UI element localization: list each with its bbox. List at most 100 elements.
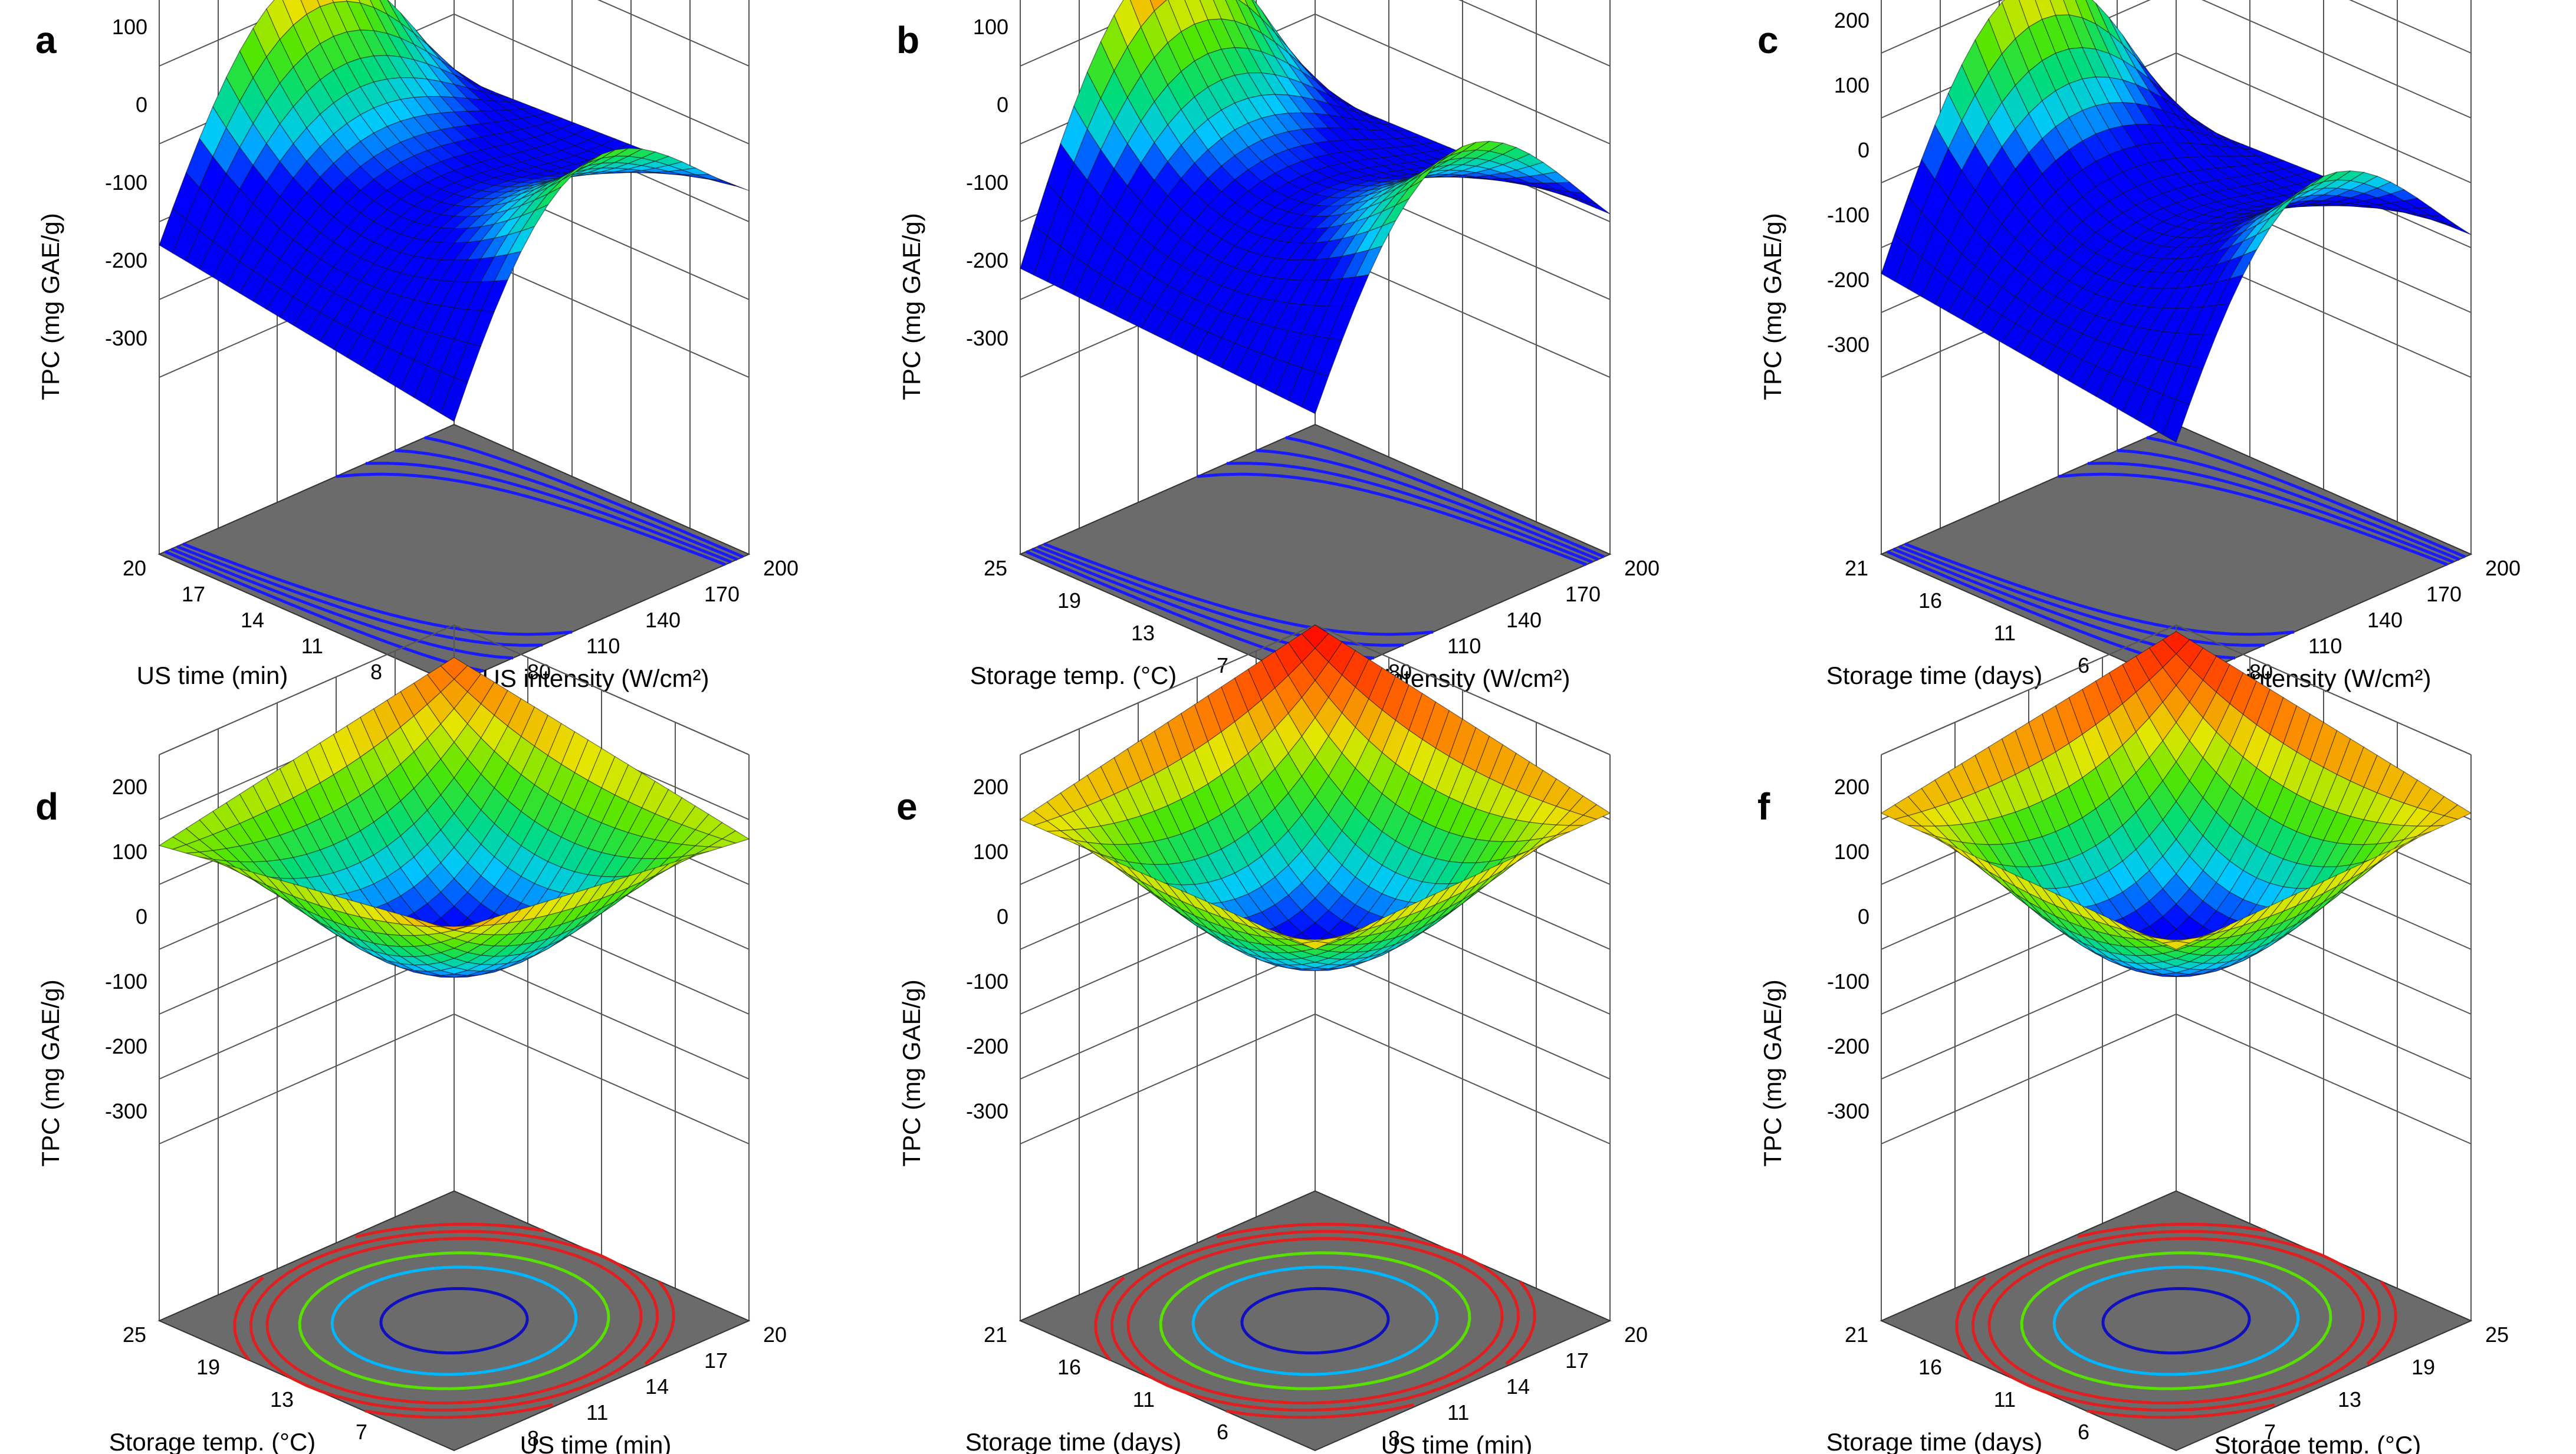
z-tick-label: -200 [966, 1034, 1008, 1058]
y-axis-label: Storage time (days) [1826, 662, 2042, 689]
panel-a-contour-floor [157, 423, 751, 685]
x-tick-label: 25 [2485, 1323, 2509, 1347]
x-tick-label: 140 [645, 608, 681, 632]
contour-line [298, 1251, 610, 1390]
y-tick-label: 21 [1845, 1323, 1868, 1347]
contour-line [1110, 1229, 1520, 1412]
contour-line [170, 547, 514, 660]
y-axis-label: Storage temp. (°C) [109, 1428, 316, 1454]
z-tick-label: -200 [1827, 268, 1869, 292]
x-tick-label: 1 [2190, 1452, 2202, 1454]
z-axis-label: TPC (mg GAE/g) [898, 979, 925, 1166]
y-tick-label: 11 [1994, 1387, 2016, 1412]
y-tick-label: 1 [1290, 1452, 1302, 1454]
contour-line [1904, 542, 2295, 636]
x-tick-label: 8 [1388, 1426, 1400, 1450]
y-tick-label: 25 [984, 556, 1007, 580]
y-tick-label: 11 [301, 634, 323, 658]
y-tick-label: 14 [241, 608, 264, 632]
z-tick-label: -300 [1827, 1099, 1869, 1123]
panel-e-contour-floor [1018, 1190, 1612, 1452]
y-axis-label: Storage time (days) [965, 1428, 1181, 1454]
contour-line [165, 550, 484, 673]
x-tick-label: 140 [1506, 608, 1542, 632]
z-tick-label: -100 [966, 170, 1008, 195]
contour-line [176, 545, 543, 647]
panel-letter: d [35, 785, 58, 828]
z-tick-label: 100 [112, 15, 147, 39]
contour-line [379, 1287, 529, 1355]
panel-letter: b [896, 19, 919, 61]
z-tick-label: 100 [112, 840, 147, 864]
panel-f-surface [1880, 631, 2472, 978]
z-tick-label: -300 [1827, 333, 1869, 357]
z-axis-label: TPC (mg GAE/g) [37, 213, 64, 400]
z-tick-label: -100 [105, 969, 147, 994]
x-tick-label: 17 [1565, 1348, 1589, 1373]
z-axis-label: TPC (mg GAE/g) [898, 213, 925, 400]
contour-line [2146, 436, 2466, 558]
y-tick-label: 13 [270, 1387, 294, 1412]
contour-line [1955, 1276, 1986, 1361]
y-axis-label: Storage time (days) [1826, 1428, 2042, 1454]
contour-line [2087, 462, 2454, 564]
contour-line [1971, 1229, 2381, 1412]
x-tick-label: 110 [1447, 634, 1481, 658]
y-axis-label: US time (min) [137, 662, 288, 689]
x-tick-label: 19 [2411, 1355, 2435, 1379]
panel-d: 2001000-100-200-300581114172017131925US … [35, 624, 787, 1454]
panel-a-surface [159, 0, 750, 422]
x-tick-label: 8 [527, 1426, 539, 1450]
contour-line [395, 449, 738, 561]
x-axis-label: Storage temp. (°C) [2214, 1431, 2421, 1454]
y-tick-label: 6 [2078, 1420, 2089, 1444]
panel-f: 2001000-100-200-3001713192516111621Stora… [1757, 624, 2509, 1454]
z-tick-label: 0 [997, 904, 1008, 929]
z-axis-label: TPC (mg GAE/g) [1759, 979, 1786, 1166]
x-axis-label: US time (min) [1381, 1431, 1533, 1454]
contour-line [365, 462, 732, 564]
z-tick-label: 0 [136, 93, 147, 117]
y-tick-label: 13 [1131, 621, 1155, 645]
contour-line [336, 472, 726, 566]
z-tick-label: 200 [973, 775, 1008, 799]
z-tick-label: -300 [966, 326, 1008, 350]
panel-f-contours [1955, 1222, 2397, 1419]
panel-letter: f [1757, 785, 1770, 828]
x-tick-label: 200 [1624, 556, 1660, 580]
z-tick-label: -200 [105, 248, 147, 272]
contour-line [2117, 449, 2460, 561]
y-tick-label: 1 [429, 1452, 441, 1454]
z-tick-label: 200 [1834, 8, 1869, 32]
contour-line [1126, 1236, 1504, 1405]
contour-line [2366, 1280, 2397, 1366]
x-tick-label: 110 [2308, 634, 2342, 658]
z-tick-label: -100 [1827, 203, 1869, 227]
panel-letter: a [35, 19, 57, 61]
x-tick-label: 140 [2367, 608, 2403, 632]
panel-e-surface [1019, 624, 1611, 971]
z-tick-label: 200 [112, 775, 147, 799]
panel-letter: c [1757, 19, 1779, 61]
contour-line [2087, 1403, 2275, 1419]
y-tick-label: 19 [196, 1355, 220, 1379]
y-tick-label: 25 [123, 1323, 146, 1347]
panel-b-surface [1020, 0, 1611, 415]
panel-e-contours [1094, 1222, 1536, 1419]
z-tick-label: -200 [1827, 1034, 1869, 1058]
panel-d-contour-floor [157, 1190, 751, 1452]
contour-line [1987, 1236, 2365, 1405]
x-tick-label: 110 [586, 634, 620, 658]
x-axis-label: US time (min) [520, 1431, 672, 1454]
x-tick-label: 14 [645, 1374, 669, 1399]
x-tick-label: 20 [763, 1323, 787, 1347]
contour-line [355, 1222, 544, 1238]
contour-line [330, 1265, 578, 1376]
x-tick-label: 200 [2485, 556, 2521, 580]
panel-c-surface [1881, 0, 2472, 443]
x-axis-label: US intensity (W/cm²) [482, 665, 709, 692]
x-tick-label: 20 [1624, 1323, 1648, 1347]
contour-line [1043, 542, 1434, 636]
y-tick-label: 7 [356, 1420, 367, 1444]
